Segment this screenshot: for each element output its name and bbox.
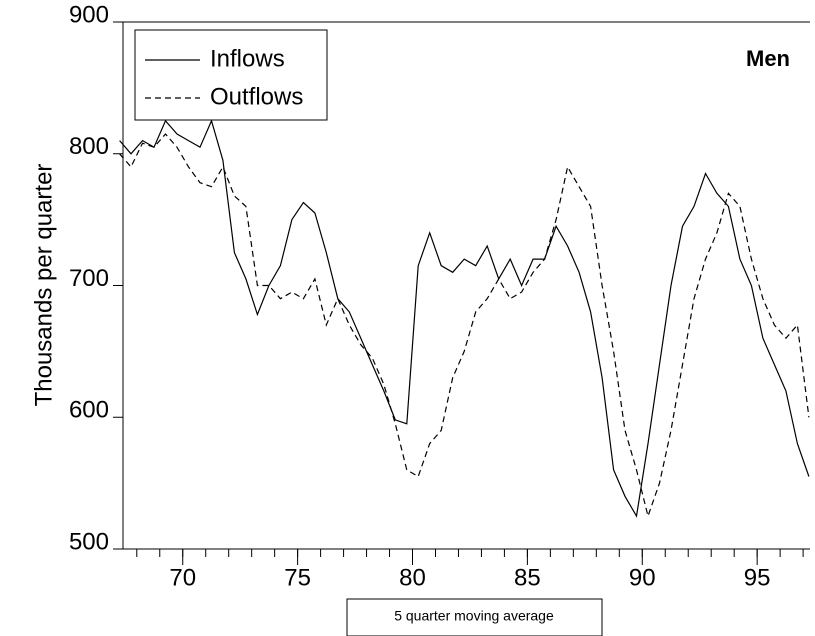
x-tick-label: 80 xyxy=(399,564,426,591)
series-line xyxy=(119,133,810,519)
legend-box xyxy=(134,29,328,121)
y-tick-label: 600 xyxy=(69,397,109,424)
legend-label: Inflows xyxy=(210,45,285,72)
series-line xyxy=(119,119,810,518)
x-tick-label: 85 xyxy=(514,564,541,591)
x-tick-label: 90 xyxy=(629,564,656,591)
note: 5 quarter moving average xyxy=(394,608,554,624)
x-tick-label: 75 xyxy=(284,564,311,591)
y-axis-label: Thousands per quarter xyxy=(30,164,57,407)
y-tick-label: 500 xyxy=(69,528,109,555)
panel-label: Men xyxy=(746,46,790,71)
note-box xyxy=(346,598,603,636)
x-tick-label: 70 xyxy=(169,564,196,591)
x-tick-label: 95 xyxy=(744,564,771,591)
legend-label: Outflows xyxy=(210,83,303,110)
y-tick-label: 800 xyxy=(69,133,109,160)
y-tick-label: 700 xyxy=(69,265,109,292)
y-tick-label: 900 xyxy=(69,1,109,28)
